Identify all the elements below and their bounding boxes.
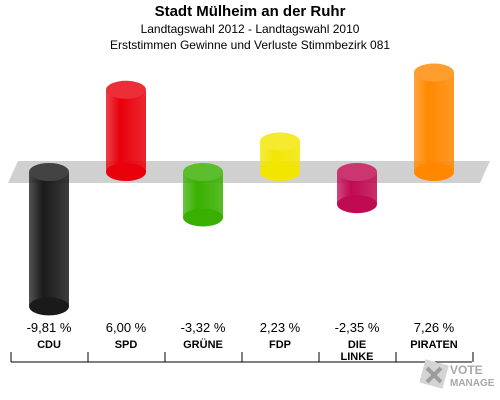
bar bbox=[183, 163, 223, 227]
bar-top-highlight bbox=[183, 163, 223, 181]
category-label: FDP bbox=[269, 339, 291, 351]
chart-subtitle-2: Erststimmen Gewinne und Verluste Stimmbe… bbox=[109, 38, 391, 52]
bar-bottom-cap bbox=[260, 163, 300, 181]
category-label: PIRATEN bbox=[410, 339, 458, 351]
chart-title: Stadt Mülheim an der Ruhr bbox=[154, 3, 346, 20]
bar-body bbox=[414, 72, 454, 172]
bar bbox=[29, 163, 69, 316]
bar-body bbox=[29, 172, 69, 307]
data-label: -9,81 % bbox=[27, 320, 72, 335]
bar-top-highlight bbox=[260, 132, 300, 151]
bar-bottom-cap bbox=[106, 163, 146, 181]
votemanager-logo: VOTE MANAGER bbox=[420, 359, 494, 389]
logo-text-vote: VOTE bbox=[450, 363, 483, 377]
bar-top-cap bbox=[414, 63, 454, 82]
data-label: 7,26 % bbox=[414, 320, 455, 335]
bar bbox=[414, 63, 454, 181]
bar-bottom-cap bbox=[337, 195, 377, 214]
bar-bottom-cap bbox=[183, 208, 223, 227]
bar-top-cap bbox=[29, 163, 69, 181]
chart-subtitle-1: Landtagswahl 2012 - Landtagswahl 2010 bbox=[140, 22, 360, 36]
bar bbox=[260, 132, 300, 181]
data-label: 6,00 % bbox=[106, 320, 147, 335]
bar-top-highlight bbox=[414, 63, 454, 82]
category-label: CDU bbox=[37, 339, 61, 351]
category-label: DIE bbox=[348, 339, 366, 351]
bar-top-cap bbox=[183, 163, 223, 181]
bar-top-cap bbox=[106, 80, 146, 99]
bar-top-highlight bbox=[337, 163, 377, 181]
category-label: LINKE bbox=[341, 351, 374, 363]
bar-bottom-cap bbox=[29, 297, 69, 316]
category-label: GRÜNE bbox=[183, 338, 223, 351]
bar-body bbox=[106, 89, 146, 172]
logo-text-manager: MANAGER bbox=[450, 378, 494, 389]
chart-titles: Stadt Mülheim an der Ruhr Landtagswahl 2… bbox=[0, 3, 500, 53]
bar-bottom-cap bbox=[414, 163, 454, 181]
data-label: -3,32 % bbox=[181, 320, 226, 335]
bar-top-highlight bbox=[106, 80, 146, 99]
bar-top-cap bbox=[337, 163, 377, 181]
bar bbox=[337, 163, 377, 214]
data-label: 2,23 % bbox=[260, 320, 301, 335]
data-label: -2,35 % bbox=[335, 320, 380, 335]
bar-top-highlight bbox=[29, 163, 69, 181]
ballot-cross-icon bbox=[420, 359, 449, 389]
bar bbox=[106, 80, 146, 181]
bar-top-cap bbox=[260, 132, 300, 151]
category-label: SPD bbox=[115, 339, 138, 351]
